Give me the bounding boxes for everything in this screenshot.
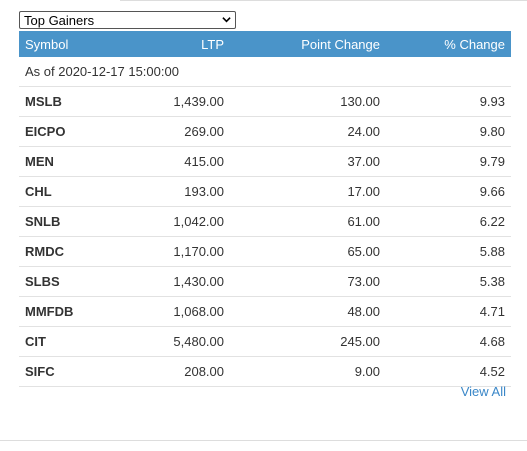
top-divider <box>120 0 527 1</box>
point-change-cell: 245.00 <box>230 326 386 357</box>
percent-change-cell: 5.88 <box>386 236 511 267</box>
percent-change-cell: 9.79 <box>386 146 511 177</box>
table-row[interactable]: EICPO 269.00 24.00 9.80 <box>19 116 511 147</box>
symbol-cell[interactable]: MEN <box>19 146 109 177</box>
point-change-cell: 17.00 <box>230 176 386 207</box>
symbol-cell[interactable]: SIFC <box>19 356 109 387</box>
point-change-cell: 9.00 <box>230 356 386 387</box>
symbol-cell[interactable]: EICPO <box>19 116 109 147</box>
symbol-cell[interactable]: MMFDB <box>19 296 109 327</box>
as-of-row: As of 2020-12-17 15:00:00 <box>19 57 511 87</box>
bottom-divider <box>0 440 527 441</box>
point-change-cell: 73.00 <box>230 266 386 297</box>
percent-change-cell: 5.38 <box>386 266 511 297</box>
ltp-cell: 193.00 <box>109 176 230 207</box>
table-header-row: Symbol LTP Point Change % Change <box>19 31 511 57</box>
symbol-cell[interactable]: MSLB <box>19 86 109 117</box>
header-percent-change[interactable]: % Change <box>386 31 511 57</box>
table-row[interactable]: SLBS 1,430.00 73.00 5.38 <box>19 266 511 297</box>
table-row[interactable]: SIFC 208.00 9.00 4.52 <box>19 356 511 387</box>
percent-change-cell: 9.93 <box>386 86 511 117</box>
ltp-cell: 1,439.00 <box>109 86 230 117</box>
point-change-cell: 61.00 <box>230 206 386 237</box>
header-point-change[interactable]: Point Change <box>230 31 386 57</box>
percent-change-cell: 9.80 <box>386 116 511 147</box>
table-row[interactable]: MSLB 1,439.00 130.00 9.93 <box>19 86 511 117</box>
ltp-cell: 415.00 <box>109 146 230 177</box>
symbol-cell[interactable]: CIT <box>19 326 109 357</box>
ltp-cell: 1,042.00 <box>109 206 230 237</box>
table-row[interactable]: RMDC 1,170.00 65.00 5.88 <box>19 236 511 267</box>
filter-selected-value: Top Gainers <box>24 13 95 28</box>
header-ltp[interactable]: LTP <box>109 31 230 57</box>
ltp-cell: 1,430.00 <box>109 266 230 297</box>
table-row[interactable]: SNLB 1,042.00 61.00 6.22 <box>19 206 511 237</box>
percent-change-cell: 4.71 <box>386 296 511 327</box>
table-row[interactable]: CIT 5,480.00 245.00 4.68 <box>19 326 511 357</box>
symbol-cell[interactable]: CHL <box>19 176 109 207</box>
point-change-cell: 24.00 <box>230 116 386 147</box>
point-change-cell: 48.00 <box>230 296 386 327</box>
point-change-cell: 37.00 <box>230 146 386 177</box>
point-change-cell: 65.00 <box>230 236 386 267</box>
chevron-down-icon <box>222 17 231 23</box>
percent-change-cell: 9.66 <box>386 176 511 207</box>
percent-change-cell: 4.52 <box>386 356 511 387</box>
as-of-timestamp: As of 2020-12-17 15:00:00 <box>19 57 511 87</box>
ltp-cell: 208.00 <box>109 356 230 387</box>
table-row[interactable]: MEN 415.00 37.00 9.79 <box>19 146 511 177</box>
gainers-filter-select[interactable]: Top Gainers <box>19 11 236 29</box>
symbol-cell[interactable]: SNLB <box>19 206 109 237</box>
symbol-cell[interactable]: SLBS <box>19 266 109 297</box>
ltp-cell: 5,480.00 <box>109 326 230 357</box>
point-change-cell: 130.00 <box>230 86 386 117</box>
ltp-cell: 1,068.00 <box>109 296 230 327</box>
ltp-cell: 1,170.00 <box>109 236 230 267</box>
top-gainers-table: Symbol LTP Point Change % Change As of 2… <box>19 31 511 387</box>
header-symbol[interactable]: Symbol <box>19 31 109 57</box>
percent-change-cell: 6.22 <box>386 206 511 237</box>
table-row[interactable]: MMFDB 1,068.00 48.00 4.71 <box>19 296 511 327</box>
view-all-link[interactable]: View All <box>460 384 506 399</box>
ltp-cell: 269.00 <box>109 116 230 147</box>
symbol-cell[interactable]: RMDC <box>19 236 109 267</box>
percent-change-cell: 4.68 <box>386 326 511 357</box>
table-row[interactable]: CHL 193.00 17.00 9.66 <box>19 176 511 207</box>
